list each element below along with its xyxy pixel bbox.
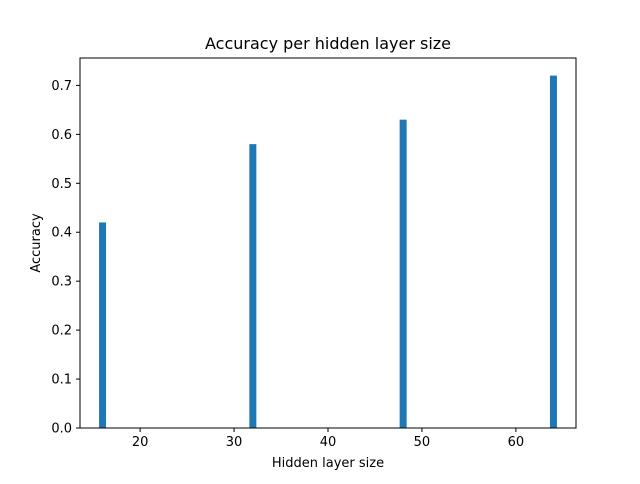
bars-group [99,75,557,429]
y-axis-ticks: 0.0 0.1 0.2 0.3 0.4 0.5 0.6 0.7 [51,79,80,437]
y-tick-label: 0.0 [51,422,72,437]
x-tick-label: 60 [508,435,525,450]
y-tick-label: 0.2 [51,324,72,339]
bar-48 [399,119,407,429]
y-tick-label: 0.1 [51,373,72,388]
x-axis-ticks: 20 30 40 50 60 [132,428,524,450]
x-tick-label: 50 [414,435,431,450]
y-tick-label: 0.3 [51,275,72,290]
y-axis-label: Accuracy [29,213,44,273]
y-tick-label: 0.7 [51,79,72,94]
y-tick-label: 0.6 [51,128,72,143]
bar-16 [99,222,107,428]
plot-frame [79,57,577,429]
chart-title: Accuracy per hidden layer size [205,34,451,53]
bar-32 [249,144,257,428]
y-tick-label: 0.4 [51,226,72,241]
x-tick-label: 20 [132,435,149,450]
y-tick-label: 0.5 [51,177,72,192]
x-tick-label: 40 [320,435,337,450]
x-tick-label: 30 [226,435,243,450]
bar-64 [549,75,557,429]
x-axis-label: Hidden layer size [272,456,384,471]
